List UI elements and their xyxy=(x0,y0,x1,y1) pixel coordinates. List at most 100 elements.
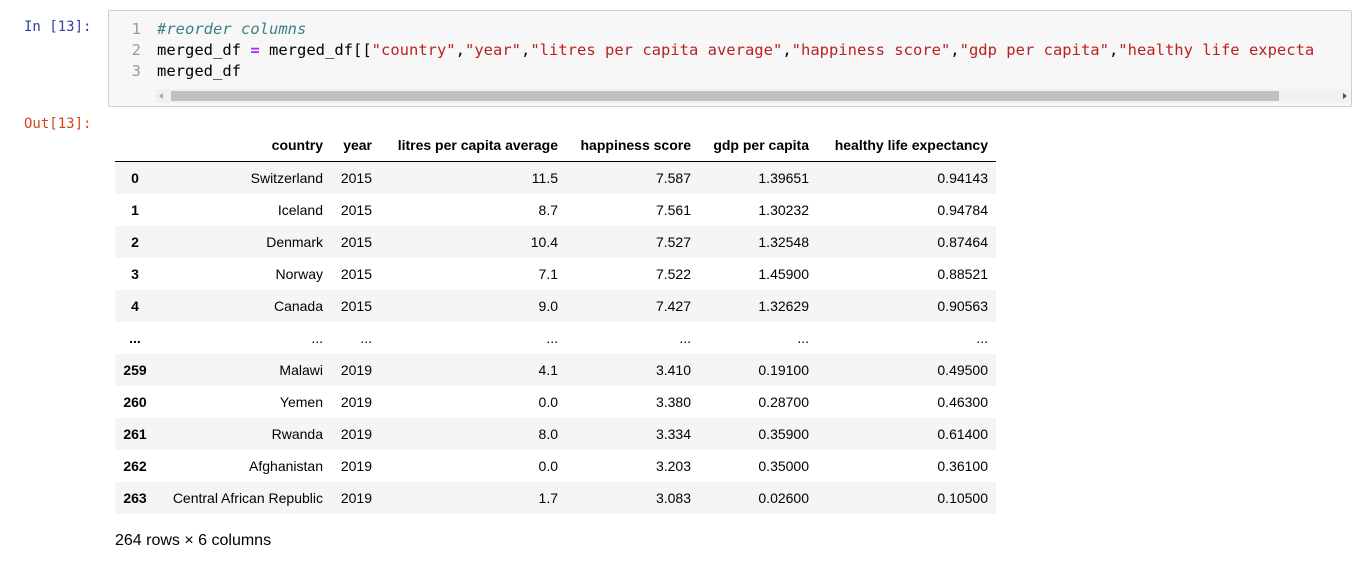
table-cell: Rwanda xyxy=(271,426,323,442)
shape-note: 264 rows × 6 columns xyxy=(115,532,272,549)
table-cell: 0.88521 xyxy=(937,266,988,282)
table-cell: ... xyxy=(546,330,558,346)
table-cell: 3.380 xyxy=(655,394,691,410)
table-cell: 0.94143 xyxy=(937,170,988,186)
code-token: "year" xyxy=(465,41,521,59)
table-cell: 7.427 xyxy=(655,298,691,314)
table-cell: 3.203 xyxy=(655,458,691,474)
code-token: "happiness score" xyxy=(791,41,951,59)
line-number: 1 xyxy=(131,20,141,38)
scroll-thumb[interactable] xyxy=(171,91,1279,101)
code-token: "healthy life expecta xyxy=(1118,41,1315,59)
table-cell: 10.4 xyxy=(530,234,558,250)
code-token: , xyxy=(455,41,465,59)
table-cell: 1.45900 xyxy=(758,266,809,282)
code-token: , xyxy=(782,41,792,59)
table-cell: 0.0 xyxy=(538,458,558,474)
table-cell: ... xyxy=(311,330,323,346)
table-row: 2 Denmark 2015 10.4 7.527 1.32548 0.87464 xyxy=(115,226,996,258)
line-number: 2 xyxy=(131,41,141,59)
code-token: "litres per capita average" xyxy=(530,41,783,59)
code-cell[interactable]: 1 #reorder columns 2 merged_df = merged_df[… xyxy=(108,10,1352,107)
table-cell: 7.561 xyxy=(655,202,691,218)
row-index: 3 xyxy=(131,266,139,282)
scroll-left[interactable] xyxy=(159,93,163,99)
table-cell: 2015 xyxy=(340,170,372,186)
table-row: 263 Central African Republic 2019 1.7 3.083 0… xyxy=(115,482,996,514)
table-row: 262 Afghanistan 2019 0.0 3.203 0.35000 0.36100 xyxy=(115,450,996,482)
table-cell: 2019 xyxy=(340,426,372,442)
table-row: ..................... xyxy=(115,322,996,354)
table-cell: Central African Republic xyxy=(172,490,323,506)
row-index: 262 xyxy=(123,458,147,474)
code-line: 3 merged_df xyxy=(109,61,1351,82)
table-row: 0 Switzerland 2015 11.5 7.587 1.39651 0.94143 xyxy=(115,161,996,194)
table-cell: 7.522 xyxy=(655,266,691,282)
row-index: 4 xyxy=(131,298,139,314)
table-cell: Malawi xyxy=(279,362,323,378)
table-cell: 0.90563 xyxy=(937,298,988,314)
table-row: 4 Canada 2015 9.0 7.427 1.32629 0.90563 xyxy=(115,290,996,322)
column-header: gdp per capita xyxy=(699,129,817,162)
column-header: healthy life expectancy xyxy=(817,129,996,162)
table-cell: 1.30232 xyxy=(758,202,809,218)
table-cell: 2015 xyxy=(340,266,372,282)
table-cell: Iceland xyxy=(277,202,323,218)
column-header: year xyxy=(331,129,380,162)
table-cell: ... xyxy=(679,330,691,346)
table-cell: 7.527 xyxy=(655,234,691,250)
code-line: 1 #reorder columns xyxy=(109,19,1351,40)
code-editor[interactable]: 1 #reorder columns 2 merged_df = merged_df[… xyxy=(109,19,1351,82)
code-line: 2 merged_df = merged_df[["country","year"… xyxy=(109,40,1351,61)
table-cell: 0.0 xyxy=(538,394,558,410)
output-prompt: Out[13]: xyxy=(24,116,92,132)
horizontal-scrollbar[interactable] xyxy=(155,89,1351,103)
table-row: 3 Norway 2015 7.1 7.522 1.45900 0.88521 xyxy=(115,258,996,290)
index-header xyxy=(115,129,155,162)
column-header: litres per capita average xyxy=(380,129,566,162)
table-cell: 0.10500 xyxy=(937,490,988,506)
table: country year litres per capita average happ… xyxy=(115,129,996,514)
line-number: 3 xyxy=(131,62,141,80)
table-cell: 0.94784 xyxy=(937,202,988,218)
table-cell: Norway xyxy=(275,266,323,282)
table-cell: 2019 xyxy=(340,394,372,410)
table-cell: 2015 xyxy=(340,298,372,314)
column-header: country xyxy=(155,129,331,162)
table-cell: 2015 xyxy=(340,202,372,218)
row-index: 261 xyxy=(123,426,147,442)
row-index: 0 xyxy=(131,170,139,186)
table-cell: Denmark xyxy=(266,234,323,250)
table-cell: 0.02600 xyxy=(758,490,809,506)
table-cell: ... xyxy=(797,330,809,346)
column-header: happiness score xyxy=(566,129,699,162)
code-token: , xyxy=(950,41,960,59)
table-cell: 1.39651 xyxy=(758,170,809,186)
table-cell: 0.35900 xyxy=(758,426,809,442)
row-index: ... xyxy=(129,330,141,346)
code-token: merged_df xyxy=(157,41,251,59)
table-cell: 11.5 xyxy=(531,170,558,186)
table-cell: Canada xyxy=(273,298,323,314)
code-token: #reorder columns xyxy=(157,20,307,38)
row-index: 263 xyxy=(123,490,147,506)
code-token: "country" xyxy=(371,41,456,59)
table-cell: 7.1 xyxy=(538,266,558,282)
table-cell: 2019 xyxy=(340,362,372,378)
table-body: 0 Switzerland 2015 11.5 7.587 1.39651 0.94143 1… xyxy=(115,161,996,514)
table-cell: 0.87464 xyxy=(937,234,988,250)
input-prompt: In [13]: xyxy=(24,19,92,35)
table-cell: 3.410 xyxy=(655,362,691,378)
code-token: merged_df[[ xyxy=(259,41,372,59)
scroll-right[interactable] xyxy=(1343,93,1347,99)
table-row: 261 Rwanda 2019 8.0 3.334 0.35900 0.61400 xyxy=(115,418,996,450)
row-index: 260 xyxy=(123,394,147,410)
table-cell: 0.46300 xyxy=(937,394,988,410)
row-index: 2 xyxy=(131,234,139,250)
table-cell: Yemen xyxy=(279,394,323,410)
table-cell: ... xyxy=(360,330,372,346)
table-cell: 3.083 xyxy=(655,490,691,506)
table-row: 259 Malawi 2019 4.1 3.410 0.19100 0.49500 xyxy=(115,354,996,386)
table-cell: 0.35000 xyxy=(758,458,809,474)
